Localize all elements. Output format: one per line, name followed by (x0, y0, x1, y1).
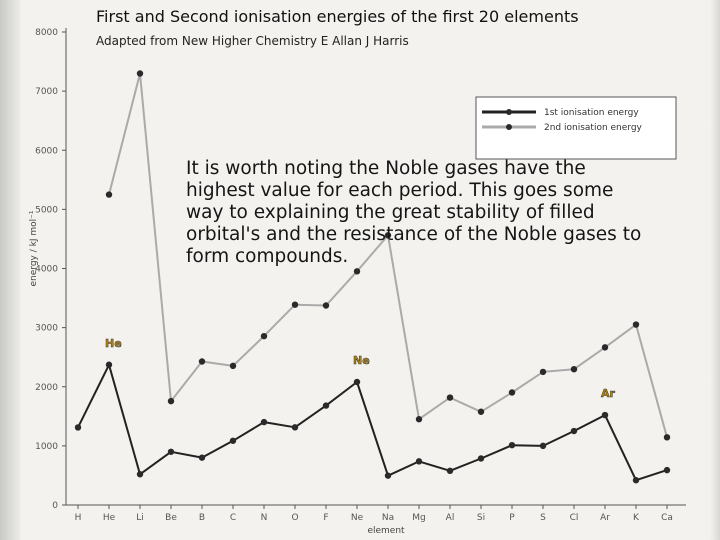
page-edge-shadow-right (710, 0, 720, 540)
x-tick-label: H (75, 513, 82, 523)
chart-legend: 1st ionisation energy 2nd ionisation ener… (475, 96, 677, 160)
x-tick-label: Be (165, 513, 177, 523)
y-tick-label: 2000 (35, 383, 58, 393)
data-point (415, 458, 423, 465)
x-axis-title: element (367, 526, 405, 536)
data-point (105, 361, 113, 368)
data-point (508, 441, 516, 449)
x-tick-label: Na (382, 513, 394, 523)
y-tick-label: 5000 (35, 205, 58, 215)
data-point (167, 397, 175, 405)
data-point (74, 424, 82, 431)
data-point (539, 368, 547, 376)
series-line (77, 363, 668, 482)
legend-label: 1st ionisation energy (544, 108, 639, 118)
x-tick-label: O (291, 513, 298, 523)
data-point (291, 301, 299, 308)
x-tick-label: Ar (600, 513, 610, 523)
x-tick-label: N (261, 513, 268, 523)
x-tick-label: Al (446, 513, 455, 523)
data-point (477, 408, 485, 415)
element-label: Ne (353, 354, 370, 367)
legend-marker (506, 109, 512, 115)
x-tick-label: C (230, 513, 236, 523)
x-tick-label: K (633, 513, 640, 523)
data-point (198, 358, 206, 365)
data-point (260, 332, 268, 340)
chart-axes: 0 1000 2000 3000 4000 5000 6000 7000 8000 H He Li Be… (29, 28, 686, 536)
data-point (570, 365, 578, 373)
x-tick-label: Ca (661, 513, 673, 523)
data-point (322, 402, 330, 409)
data-point (446, 467, 454, 475)
slide-title: First and Second ionisation energies of … (96, 7, 579, 26)
x-tick-label: B (199, 513, 205, 523)
element-label: He (105, 337, 122, 350)
data-point (415, 416, 423, 423)
x-tick-label: He (103, 513, 116, 523)
data-point (229, 362, 237, 370)
data-point (663, 466, 671, 474)
data-point (632, 321, 640, 328)
data-point (136, 471, 144, 478)
x-tick-label: F (323, 513, 328, 523)
noble-gas-note: It is worth noting the Noble gases have … (186, 158, 642, 267)
x-tick-label: Li (136, 513, 144, 523)
data-point (260, 418, 268, 426)
y-axis-title: energy / kJ mol⁻¹ (29, 210, 39, 286)
data-point (632, 477, 640, 484)
element-label: Ar (601, 387, 616, 400)
data-point (353, 268, 361, 275)
data-point (446, 394, 454, 401)
slide-subtitle: Adapted from New Higher Chemistry E Alla… (96, 34, 409, 48)
chart-annotations: He Ne Ar (105, 337, 616, 401)
y-tick-label: 1000 (35, 442, 58, 452)
x-tick-label: S (540, 513, 546, 523)
data-point (663, 434, 671, 441)
y-tick-label: 3000 (35, 324, 58, 334)
x-tick-label: Cl (570, 513, 579, 523)
legend-marker (506, 124, 512, 130)
data-point (570, 427, 578, 435)
data-point (322, 302, 330, 309)
data-point (353, 378, 361, 386)
y-tick-label: 8000 (35, 28, 58, 38)
chart-series (74, 70, 671, 484)
data-point (601, 344, 609, 351)
data-point (384, 232, 392, 239)
data-point (601, 411, 609, 419)
page-edge-shadow (0, 0, 20, 540)
y-tick-label: 0 (52, 501, 58, 511)
data-point (384, 472, 392, 479)
y-tick-label: 6000 (35, 146, 58, 156)
x-tick-label: Mg (412, 513, 425, 523)
data-point (477, 455, 485, 462)
data-point (167, 448, 175, 455)
y-tick-label: 4000 (35, 265, 58, 275)
data-point (508, 389, 516, 396)
x-tick-label: P (509, 513, 515, 523)
data-point (539, 442, 547, 450)
x-tick-label: Si (477, 513, 485, 523)
data-point (229, 437, 237, 444)
data-point (105, 191, 113, 198)
data-point (198, 454, 206, 461)
y-tick-label: 7000 (35, 87, 58, 97)
x-tick-label: Ne (351, 513, 364, 523)
data-point (291, 424, 299, 431)
data-point (136, 70, 144, 77)
legend-label: 2nd ionisation energy (544, 123, 643, 133)
